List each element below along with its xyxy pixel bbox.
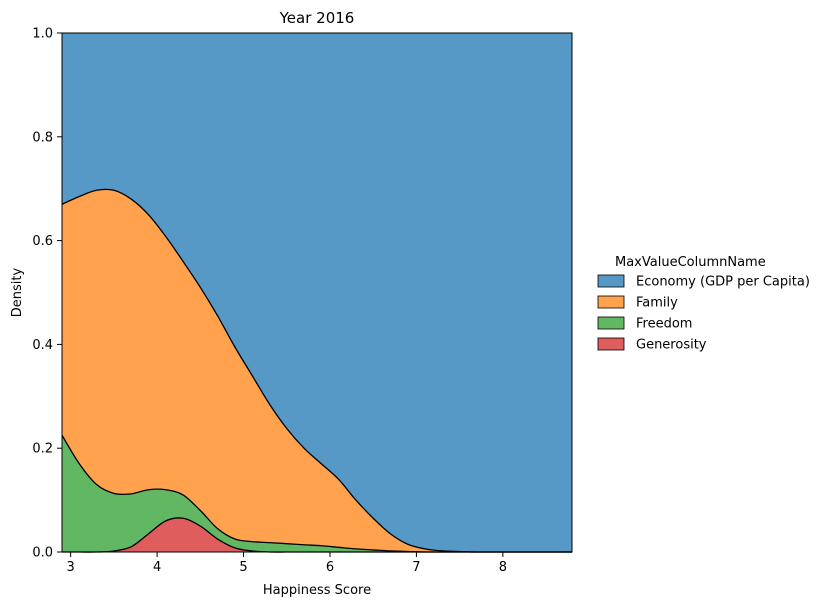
x-tick-label: 7 xyxy=(412,560,420,575)
legend-entry-generosity-swatch xyxy=(597,337,625,351)
legend-entry-generosity-label: Generosity xyxy=(636,338,707,353)
y-axis-label: Density xyxy=(10,267,25,317)
y-tick-label: 0.6 xyxy=(32,234,53,249)
chart-title: Year 2016 xyxy=(279,9,355,27)
area-family xyxy=(62,189,572,553)
x-tick-label: 5 xyxy=(239,560,247,575)
legend-title: MaxValueColumnName xyxy=(615,255,766,270)
legend-entry-economy-label: Economy (GDP per Capita) xyxy=(636,275,810,290)
area-freedom xyxy=(62,435,572,553)
legend-entry-family-label: Family xyxy=(636,296,678,311)
legend-entry-economy-swatch xyxy=(597,274,625,288)
x-axis-ticks: 3 4 5 6 7 8 xyxy=(67,552,507,575)
x-tick-label: 3 xyxy=(67,560,75,575)
legend: MaxValueColumnName Economy (GDP per Capi… xyxy=(597,255,810,353)
y-axis-ticks: 0.0 0.2 0.4 0.6 0.8 1.0 xyxy=(32,27,62,561)
area-generosity xyxy=(62,517,572,553)
area-economy xyxy=(62,33,572,553)
plot-frame xyxy=(61,32,573,553)
legend-entry-freedom-label: Freedom xyxy=(636,317,692,332)
areas-layer xyxy=(62,33,572,553)
y-tick-label: 1.0 xyxy=(32,27,53,42)
x-tick-label: 6 xyxy=(326,560,334,575)
y-tick-label: 0.0 xyxy=(32,546,53,561)
x-tick-label: 8 xyxy=(499,560,507,575)
legend-entry-freedom-swatch xyxy=(597,316,625,330)
y-tick-label: 0.2 xyxy=(32,442,53,457)
legend-entry-family-swatch xyxy=(597,295,625,309)
y-tick-label: 0.4 xyxy=(32,338,53,353)
y-tick-label: 0.8 xyxy=(32,130,53,145)
x-tick-label: 4 xyxy=(153,560,161,575)
x-axis-label: Happiness Score xyxy=(263,583,371,598)
